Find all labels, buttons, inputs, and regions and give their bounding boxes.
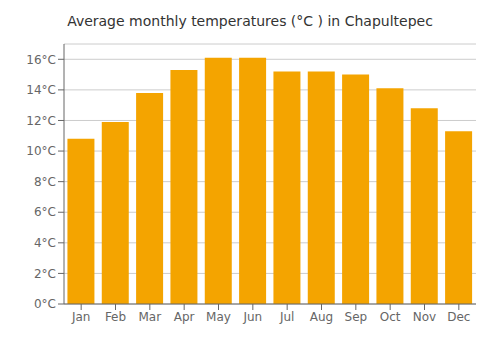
svg-text:Jul: Jul	[279, 310, 294, 324]
svg-text:Dec: Dec	[447, 310, 470, 324]
svg-text:8°C: 8°C	[34, 175, 56, 189]
svg-text:May: May	[206, 310, 231, 324]
svg-text:Nov: Nov	[413, 310, 436, 324]
svg-text:Mar: Mar	[139, 310, 162, 324]
svg-text:Sep: Sep	[345, 310, 368, 324]
svg-text:Aug: Aug	[310, 310, 333, 324]
svg-text:14°C: 14°C	[26, 83, 56, 97]
svg-text:2°C: 2°C	[34, 267, 56, 281]
html-text:Average monthly temperatures (: Average monthly temperatures (°C ) in Ch…	[67, 13, 433, 29]
svg-text:Apr: Apr	[174, 310, 195, 324]
svg-text:Feb: Feb	[105, 310, 126, 324]
svg-text:Jan: Jan	[71, 310, 91, 324]
svg-text:6°C: 6°C	[34, 205, 56, 219]
svg-text:Jun: Jun	[242, 310, 262, 324]
svg-text:12°C: 12°C	[26, 114, 56, 128]
svg-text:4°C: 4°C	[34, 236, 56, 250]
svg-text:Oct: Oct	[380, 310, 401, 324]
svg-text:0°C: 0°C	[34, 297, 56, 311]
svg-text:16°C: 16°C	[26, 53, 56, 67]
svg-text:10°C: 10°C	[26, 144, 56, 158]
